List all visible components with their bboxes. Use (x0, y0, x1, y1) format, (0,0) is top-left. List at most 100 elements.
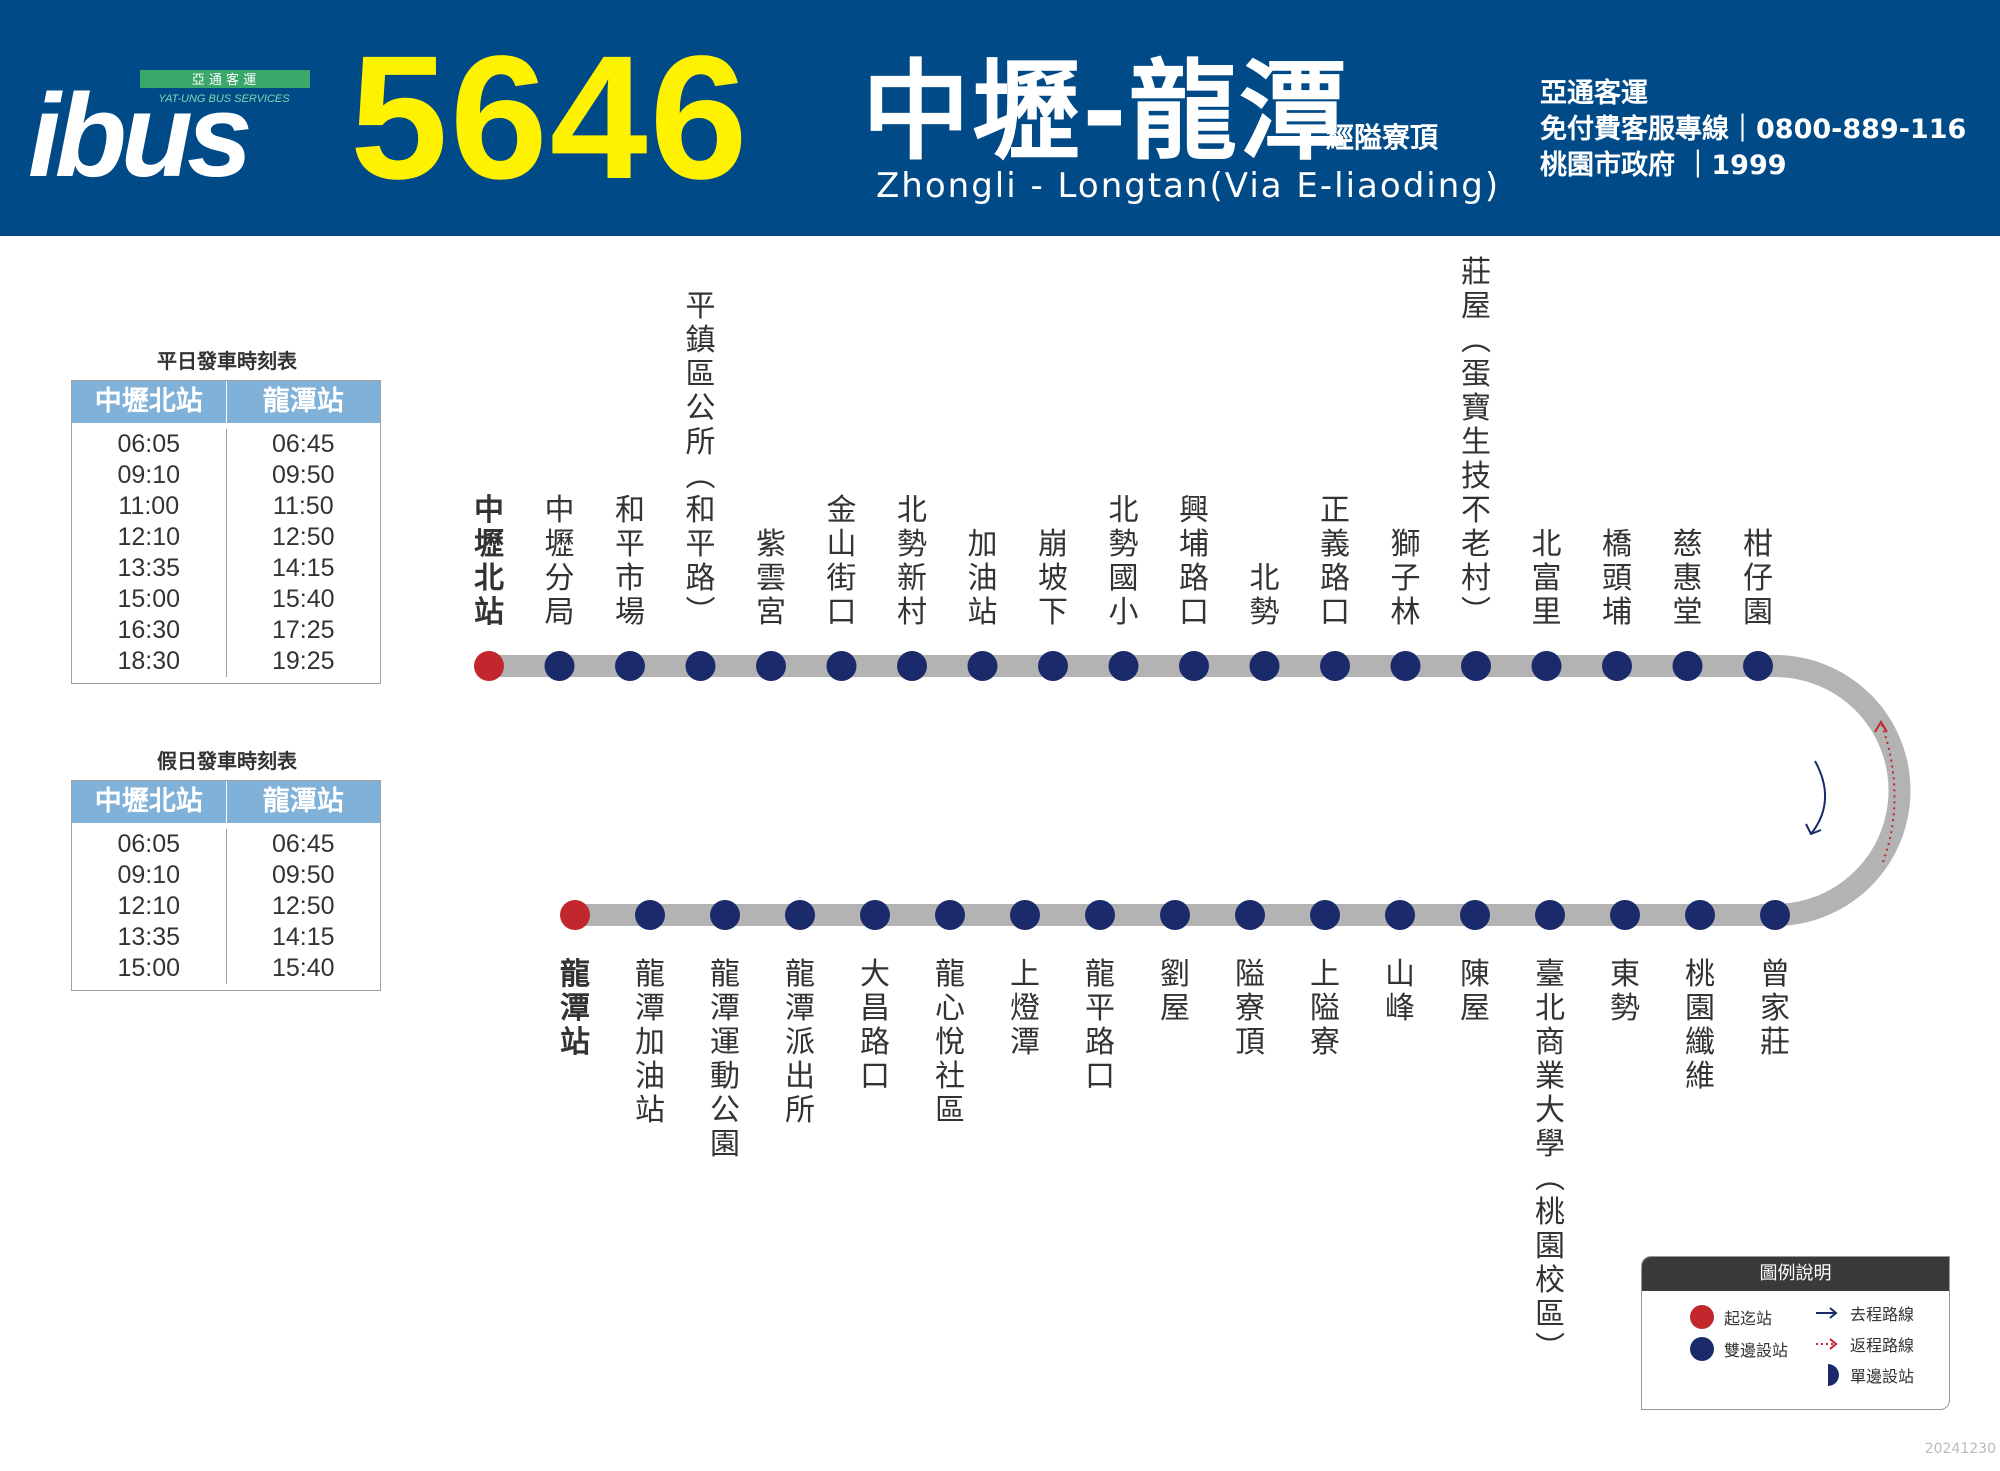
terminal-stop-marker (474, 651, 504, 681)
departure-time: 14:15 (271, 554, 335, 582)
outbound-arrow-icon (1810, 760, 1826, 835)
stop-marker (685, 651, 716, 681)
timetable-column-zhongli: 06:05 09:10 11:00 12:10 13:35 15:00 16:30 18:30 (72, 429, 227, 677)
stop-name: 臺北商業大學︵桃園校區︶ (1535, 957, 1565, 1366)
stop-marker (897, 651, 927, 681)
stop-marker (1461, 651, 1491, 681)
legend-label: 單邊設站 (1850, 1367, 1915, 1386)
stop-name: 龍平路口 (1085, 957, 1115, 1094)
stop-name: 北勢 (1250, 561, 1280, 630)
timetable-header: 龍潭站 (262, 786, 344, 817)
stop-dot-icon (1690, 1337, 1714, 1361)
departure-time: 15:00 (117, 954, 181, 982)
route-name: 中壢-龍潭 (862, 50, 1349, 175)
stop-name: 龍潭派出所 (785, 957, 815, 1128)
legend-label: 雙邊設站 (1724, 1341, 1789, 1360)
legend-inbound: 返程路線 (1814, 1332, 1914, 1356)
departure-time: 16:30 (117, 616, 181, 644)
stop-marker (1685, 900, 1715, 930)
stop-name: 莊屋︵蛋寶生技不老村︶ (1461, 255, 1491, 630)
departure-time: 06:45 (271, 830, 335, 858)
stop-name: 上隘寮 (1310, 957, 1340, 1060)
departure-time: 13:35 (117, 554, 181, 582)
stop-name: 加油站 (968, 527, 998, 630)
stop-marker (1179, 651, 1209, 681)
timetable-header: 中壢北站 (72, 381, 227, 423)
stop-name: 曾家莊 (1760, 957, 1790, 1060)
stop-marker (826, 651, 857, 681)
departure-time: 09:10 (117, 461, 181, 489)
stop-name: 中壢分局 (545, 493, 575, 630)
departure-time: 06:45 (271, 430, 335, 458)
stop-name: 正義路口 (1320, 493, 1350, 630)
stop-name: 柑仔園 (1743, 527, 1773, 630)
departure-time: 06:05 (117, 430, 181, 458)
departure-time: 14:15 (271, 923, 335, 951)
legend-label: 去程路線 (1850, 1305, 1915, 1324)
holiday-timetable-title: 假日發車時刻表 (157, 749, 297, 773)
route-english-name: Zhongli - Longtan(Via E-liaoding) (876, 166, 1501, 206)
timetable-header: 中壢北站 (72, 781, 227, 823)
legend-outbound: 去程路線 (1814, 1301, 1914, 1325)
stop-name: 紫雲宮 (756, 527, 786, 630)
departure-time: 09:10 (117, 861, 181, 889)
stop-name: 北勢國小 (1109, 493, 1139, 630)
stop-marker (1310, 900, 1340, 930)
legend-terminal: 起迄站 (1690, 1305, 1772, 1329)
arrow-right-icon (1816, 1307, 1838, 1319)
stop-marker (1038, 651, 1068, 681)
departure-time: 12:50 (271, 892, 335, 920)
stop-name: 陳屋 (1460, 957, 1490, 1026)
stop-name: 山峰 (1385, 957, 1415, 1026)
departure-time: 06:05 (117, 830, 181, 858)
stop-name: 上燈潭 (1010, 957, 1040, 1060)
weekday-timetable: 中壢北站 龍潭站 06:05 09:10 11:00 12:10 13:35 15:00 1… (71, 380, 381, 684)
stop-marker (785, 900, 815, 930)
departure-time: 15:40 (271, 954, 335, 982)
route-number: 5646 (350, 20, 750, 216)
departure-time: 12:10 (117, 523, 181, 551)
legend-one-side: 單邊設站 (1826, 1363, 1914, 1387)
stop-name: 龍潭站 (560, 957, 590, 1060)
terminal-dot-icon (1690, 1305, 1714, 1329)
stop-marker (1531, 651, 1562, 681)
timetable-header: 龍潭站 (262, 386, 344, 417)
stop-marker (1320, 651, 1350, 681)
departure-time: 09:50 (271, 461, 335, 489)
stop-marker (544, 651, 575, 681)
departure-time: 15:00 (117, 585, 181, 613)
contact-line: 免付費客服專線｜0800-889-116 (1540, 114, 1967, 145)
stop-marker (1460, 900, 1490, 930)
legend: 圖例說明 起迄站 雙邊設站 去程路線 返程路線 單邊設站 (1641, 1256, 1950, 1410)
departure-time: 15:40 (271, 585, 335, 613)
dotted-arrow-right-icon (1816, 1338, 1838, 1350)
stop-marker (710, 900, 740, 930)
stop-name: 東勢 (1610, 957, 1640, 1026)
contact-line: 亞通客運 (1540, 78, 1648, 109)
stop-name: 北富里 (1532, 527, 1562, 630)
timetable-column-longtan: 06:45 09:50 12:50 14:15 15:40 (227, 829, 381, 984)
half-dot-icon (1828, 1364, 1839, 1386)
weekday-timetable-title: 平日發車時刻表 (157, 349, 297, 373)
stop-name: 慈惠堂 (1673, 527, 1703, 630)
departure-time: 11:00 (118, 492, 180, 520)
svg-text:YAT-UNG BUS SERVICES: YAT-UNG BUS SERVICES (158, 93, 290, 105)
stop-marker (1743, 651, 1773, 681)
stop-marker (1672, 651, 1703, 681)
date-code: 20241230 (1924, 1441, 1996, 1457)
stop-name: 平鎮區公所︵和平路︶ (686, 289, 716, 630)
stop-marker (1235, 900, 1265, 930)
stop-name: 龍潭加油站 (635, 957, 665, 1128)
stop-name: 橋頭埔 (1602, 527, 1632, 630)
departure-time: 12:10 (117, 892, 181, 920)
departure-time: 13:35 (117, 923, 181, 951)
holiday-timetable: 中壢北站 龍潭站 06:05 09:10 12:10 13:35 15:00 06:45… (71, 780, 381, 991)
stop-marker (1160, 900, 1190, 930)
stop-marker (635, 900, 665, 930)
departure-time: 09:50 (271, 861, 335, 889)
inbound-arrowhead-icon (1874, 720, 1888, 733)
outbound-arrowhead-icon (1805, 823, 1822, 836)
stop-marker (1610, 900, 1640, 930)
stop-name: 金山街口 (827, 493, 857, 630)
